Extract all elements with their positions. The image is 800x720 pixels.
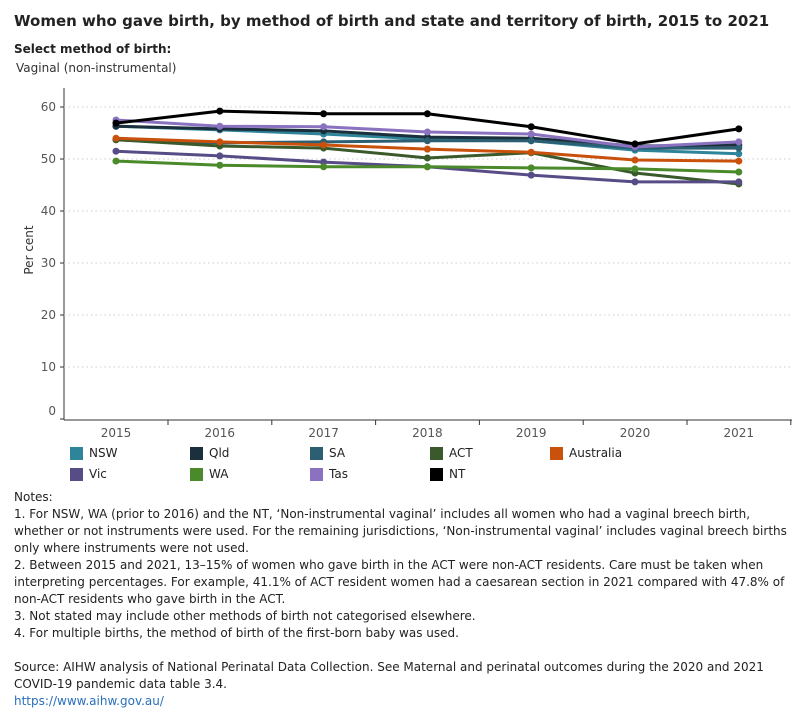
data-point-wa [320, 163, 328, 171]
data-point-australia [527, 148, 535, 156]
data-point-wa [216, 161, 224, 169]
legend-label: ACT [449, 446, 473, 460]
data-point-australia [423, 145, 431, 153]
data-point-tas [320, 123, 328, 131]
legend-item-wa[interactable]: WA [190, 467, 228, 481]
y-tick-label: 30 [41, 256, 56, 270]
legend-label: NT [449, 467, 466, 481]
y-tick-label: 60 [41, 100, 56, 114]
data-point-nt [527, 123, 535, 131]
data-point-nt [320, 110, 328, 118]
legend-swatch [70, 446, 83, 460]
data-point-nsw [735, 150, 743, 158]
data-point-tas [216, 122, 224, 130]
notes-heading: Notes: [14, 490, 53, 504]
note-3: 3. Not stated may include other methods … [14, 609, 476, 623]
legend-item-act[interactable]: ACT [430, 446, 473, 460]
x-tick-label: 2017 [308, 426, 339, 440]
legend-item-tas[interactable]: Tas [310, 467, 348, 481]
legend-item-vic[interactable]: Vic [70, 467, 107, 481]
legend-item-qld[interactable]: Qld [190, 446, 229, 460]
y-tick-label: 10 [41, 360, 56, 374]
chart-title: Women who gave birth, by method of birth… [14, 12, 770, 30]
method-of-birth-select[interactable]: Vaginal (non-instrumental) [16, 61, 177, 75]
y-tick-label: 40 [41, 204, 56, 218]
data-point-wa [631, 165, 639, 173]
data-point-nt [735, 125, 743, 133]
notes: Notes: 1. For NSW, WA (prior to 2016) an… [14, 489, 794, 710]
data-point-tas [527, 130, 535, 138]
y-tick-label: 20 [41, 308, 56, 322]
legend-swatch [430, 446, 443, 460]
line-chart: 0 10 20 30 40 50 60 Per cent 2015 2016 2017 2018 201… [22, 88, 792, 440]
aihw-link[interactable]: https://www.aihw.gov.au/ [14, 694, 164, 708]
data-point-australia [320, 141, 328, 149]
legend-item-nt[interactable]: NT [430, 467, 465, 481]
legend-label: SA [329, 446, 346, 460]
legend-label: NSW [89, 446, 118, 460]
y-tick-label: 0 [48, 404, 56, 418]
data-point-tas [735, 138, 743, 146]
x-tick-label: 2019 [516, 426, 547, 440]
data-point-australia [735, 157, 743, 165]
data-point-nt [112, 119, 120, 127]
legend-swatch [550, 446, 563, 460]
filter-label: Select method of birth: [14, 42, 172, 56]
note-4: 4. For multiple births, the method of bi… [14, 626, 459, 640]
data-point-wa [735, 168, 743, 176]
y-axis-label: Per cent [22, 225, 36, 275]
legend-swatch [70, 467, 83, 481]
data-point-vic [631, 178, 639, 186]
data-point-vic [112, 147, 120, 155]
data-point-wa [112, 157, 120, 165]
legend-label: Vic [89, 467, 107, 481]
legend-item-australia[interactable]: Australia [550, 446, 622, 460]
data-point-nt [631, 140, 639, 148]
legend-item-sa[interactable]: SA [310, 446, 345, 460]
x-tick-label: 2021 [724, 426, 755, 440]
data-point-wa [527, 164, 535, 172]
data-point-nt [423, 110, 431, 118]
x-tick-label: 2020 [620, 426, 651, 440]
data-point-australia [216, 138, 224, 146]
legend-swatch [190, 467, 203, 481]
source-text: Source: AIHW analysis of National Perina… [14, 660, 764, 691]
data-point-sa [527, 137, 535, 145]
legend-label: Australia [569, 446, 623, 460]
data-point-australia [631, 156, 639, 164]
legend-label: Tas [329, 467, 348, 481]
data-point-sa [423, 137, 431, 145]
data-point-wa [423, 163, 431, 171]
data-point-vic [216, 152, 224, 160]
legend-swatch [310, 446, 323, 460]
legend-label: WA [209, 467, 229, 481]
legend-label: Qld [209, 446, 230, 460]
x-tick-label: 2015 [101, 426, 132, 440]
legend-swatch [430, 467, 443, 481]
data-point-nt [216, 107, 224, 115]
data-point-act [423, 154, 431, 162]
note-2: 2. Between 2015 and 2021, 13–15% of wome… [14, 558, 785, 606]
data-point-vic [735, 178, 743, 186]
data-point-vic [527, 171, 535, 179]
x-tick-label: 2016 [205, 426, 236, 440]
y-tick-label: 50 [41, 152, 56, 166]
data-point-australia [112, 134, 120, 142]
data-point-sa [735, 144, 743, 152]
data-point-tas [423, 128, 431, 136]
note-1: 1. For NSW, WA (prior to 2016) and the N… [14, 507, 787, 555]
legend-swatch [190, 446, 203, 460]
x-tick-label: 2018 [412, 426, 443, 440]
legend-swatch [310, 467, 323, 481]
legend-item-nsw[interactable]: NSW [70, 446, 117, 460]
